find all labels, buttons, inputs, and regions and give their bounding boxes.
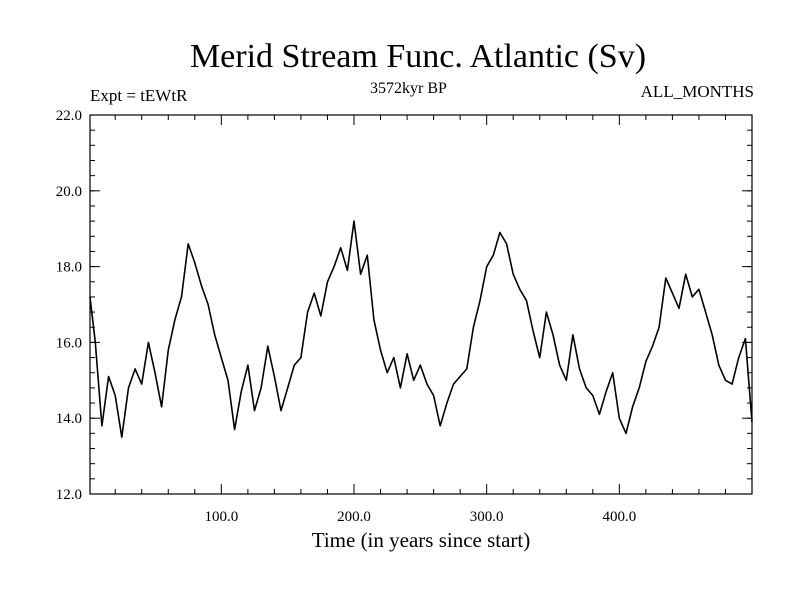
x-axis-label: Time (in years since start): [311, 528, 531, 552]
y-axis-ticks: 12.0 14.0 16.0 18.0 20.0 22.0: [56, 108, 752, 503]
months-label: ALL_MONTHS: [640, 82, 754, 101]
x-tick-label: 200.0: [337, 509, 371, 525]
plot-frame: [89, 114, 753, 495]
series-group: [89, 220, 753, 438]
x-tick-label: 100.0: [204, 509, 238, 525]
y-tick-label: 16.0: [56, 335, 82, 351]
x-tick-label: 400.0: [602, 509, 636, 525]
x-axis-ticks: 100.0 200.0 300.0 400.0: [114, 115, 726, 525]
period-label: 3572kyr BP: [370, 80, 447, 97]
series-line: [89, 220, 753, 438]
y-tick-label: 14.0: [56, 411, 82, 427]
y-tick-label: 18.0: [56, 260, 82, 276]
experiment-label: Expt = tEWtR: [90, 86, 188, 105]
y-tick-label: 20.0: [56, 184, 82, 200]
y-tick-label: 22.0: [56, 108, 82, 124]
x-tick-label: 300.0: [470, 509, 504, 525]
y-tick-label: 12.0: [56, 487, 82, 503]
chart-title: Merid Stream Func. Atlantic (Sv): [189, 38, 647, 75]
